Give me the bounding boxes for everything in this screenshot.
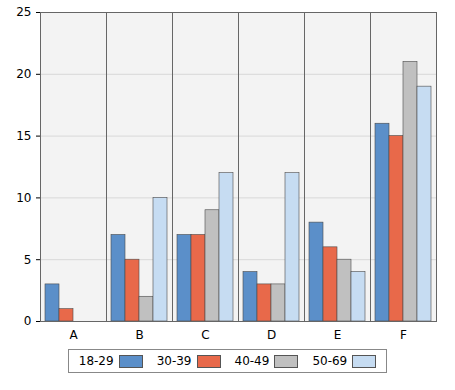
svg-text:10: 10 — [16, 191, 31, 205]
html-text:30-39: 30-39 — [156, 354, 192, 368]
svg-text:5: 5 — [24, 253, 32, 267]
svg-text:E: E — [334, 328, 342, 342]
svg-text:25: 25 — [16, 5, 31, 19]
svg-text:A: A — [69, 328, 78, 342]
svg-text:C: C — [201, 328, 209, 342]
svg-text:15: 15 — [16, 129, 31, 143]
svg-text:0: 0 — [24, 314, 32, 328]
html-text:50-69: 50-69 — [312, 354, 348, 368]
svg-text:B: B — [135, 328, 143, 342]
html-text:18-29: 18-29 — [78, 354, 114, 368]
svg-text:20: 20 — [16, 67, 31, 81]
html-text:40-49: 40-49 — [234, 354, 270, 368]
svg-text:D: D — [267, 328, 276, 342]
svg-text:F: F — [400, 328, 407, 342]
